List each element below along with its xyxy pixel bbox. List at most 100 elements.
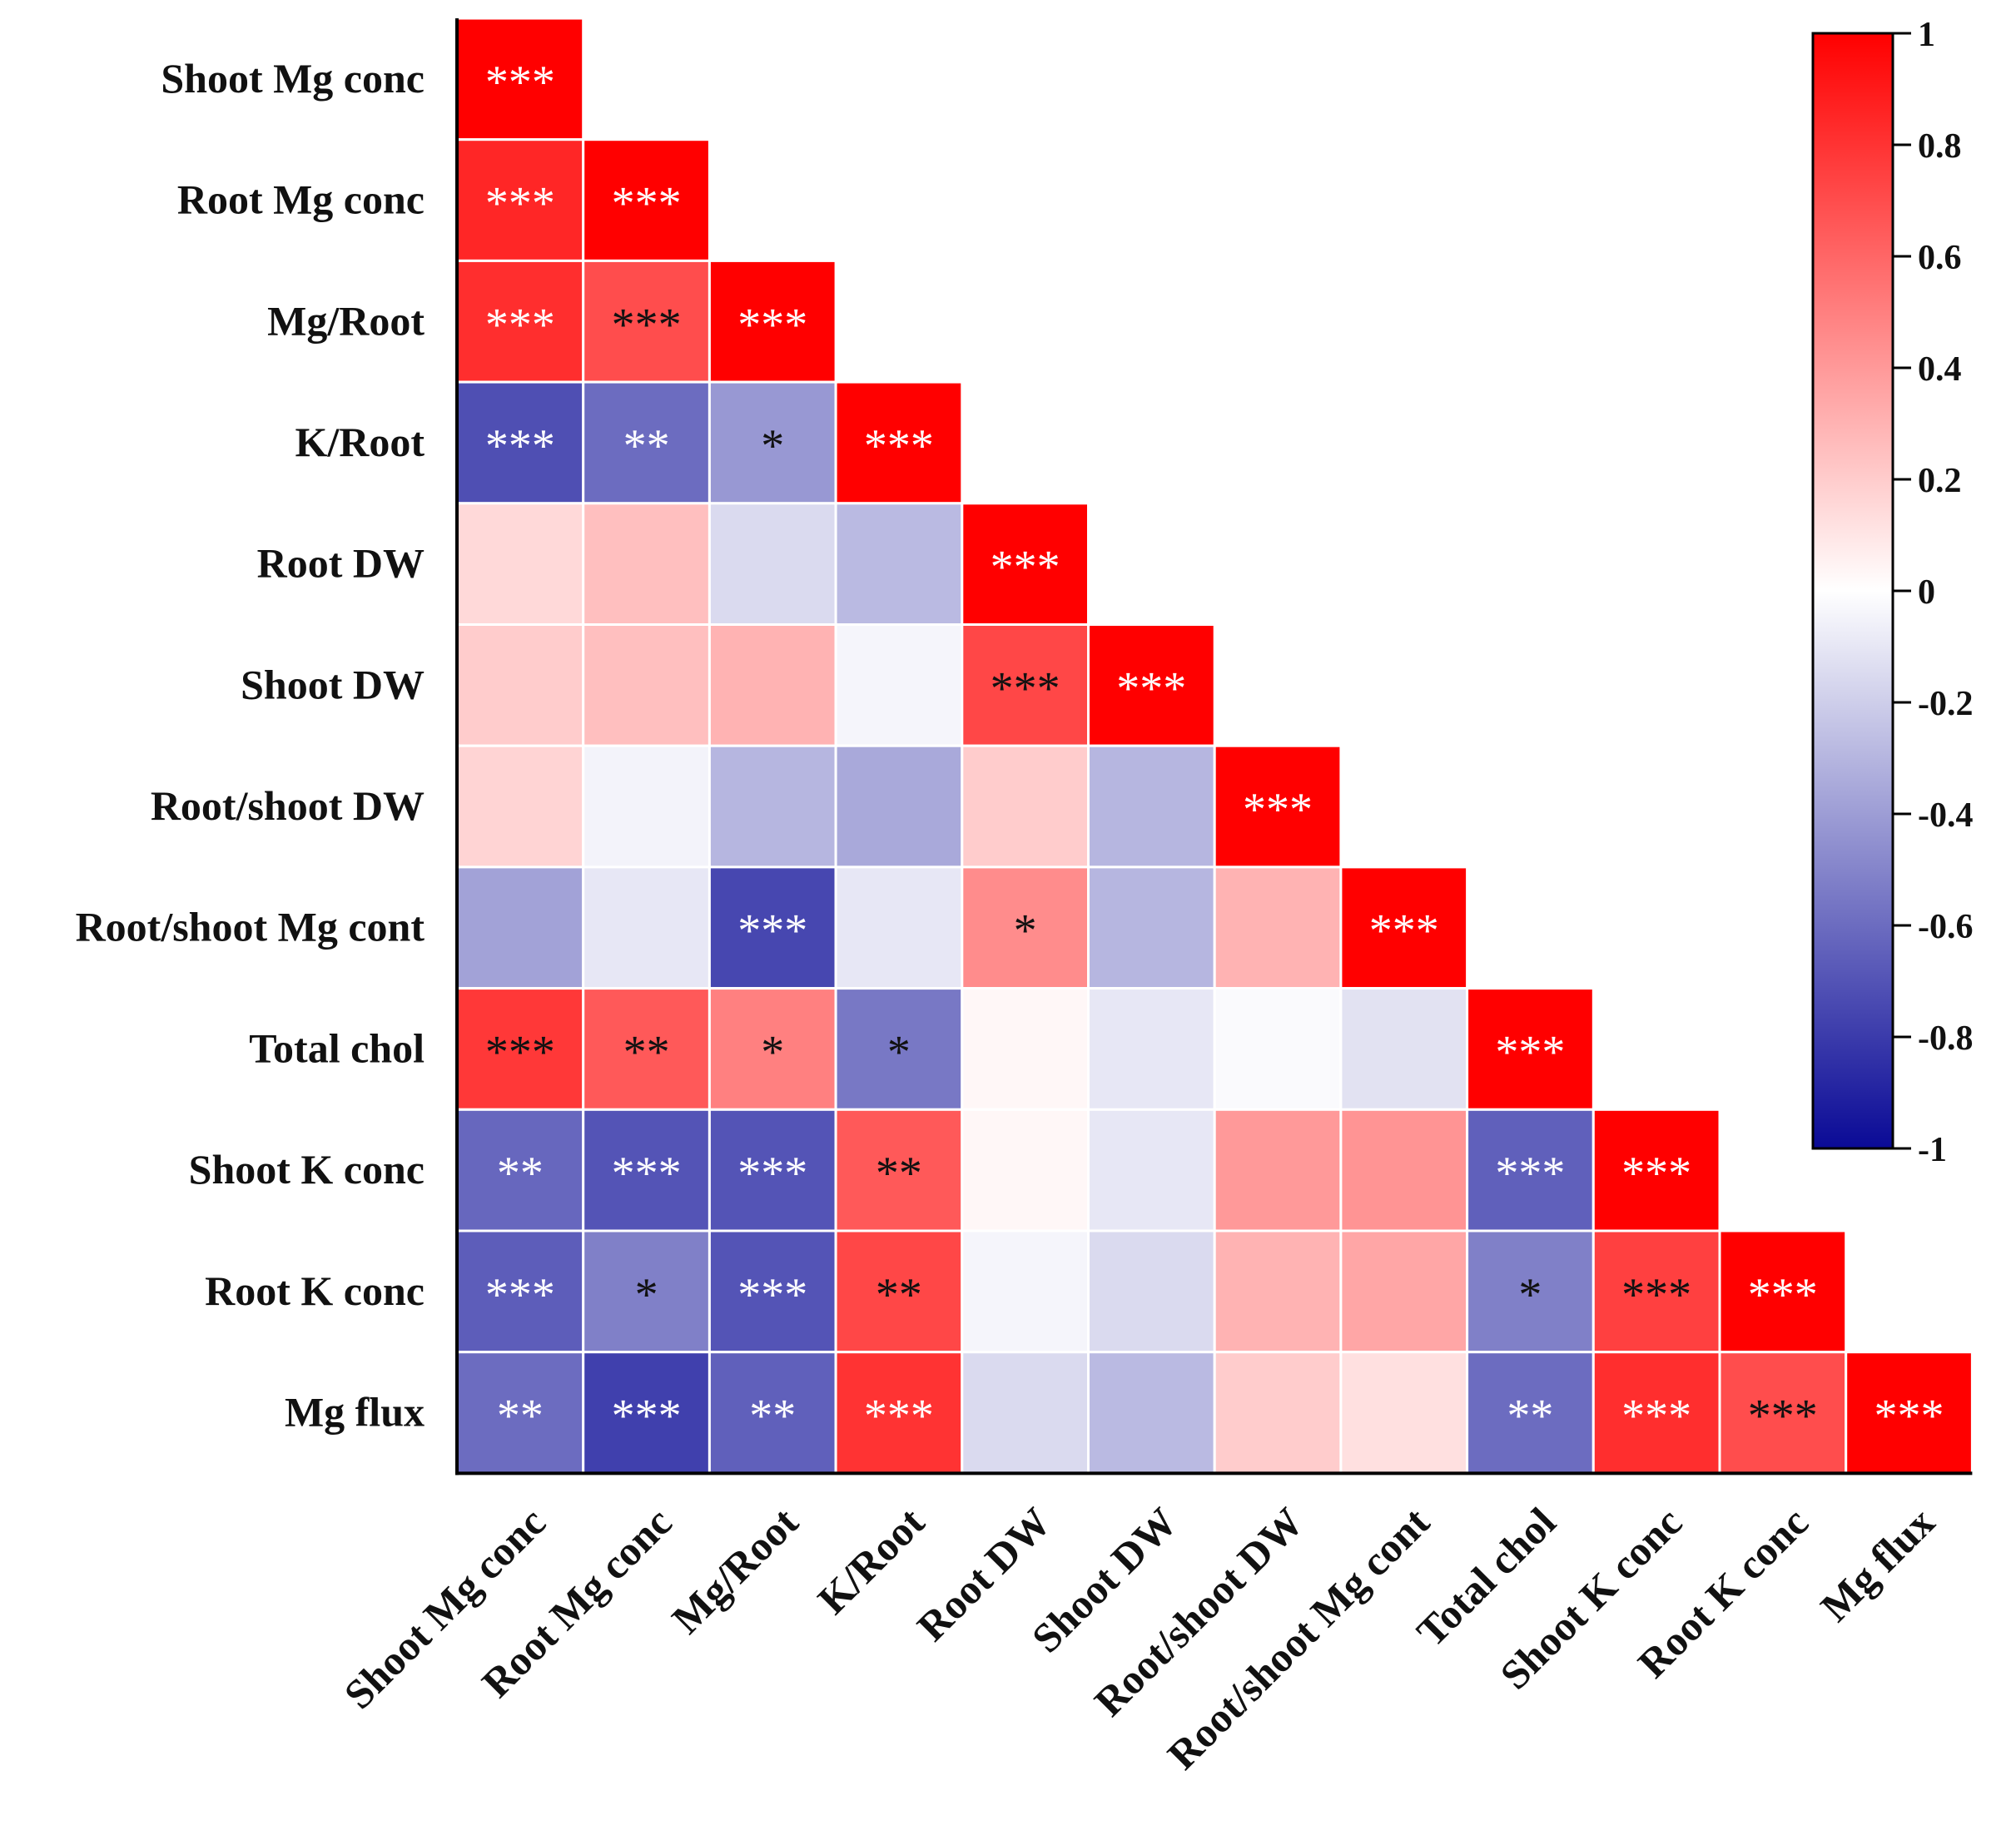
cell-shoot-dw-vs-root-dw [961, 623, 1090, 747]
cell-total-chol-vs-root-mg-conc [582, 987, 711, 1111]
cell-total-chol-vs-mg-root [708, 987, 837, 1111]
cell-shoot-dw-vs-k-root [834, 623, 964, 747]
y-axis-labels: Shoot Mg conc Root Mg conc Mg/Root K/Root Ro… [76, 55, 425, 1436]
y-label-shoot-k-conc: Shoot K conc [189, 1146, 425, 1193]
significance-star: *** [1116, 662, 1186, 714]
cell-root-dw-vs-k-root [834, 502, 964, 626]
cell-total-chol-vs-total-chol [1466, 987, 1595, 1111]
cell-root-mg-conc-vs-root-mg-conc [582, 138, 711, 262]
cell-mg-flux-vs-root-mg-conc [582, 1351, 711, 1475]
cell-total-chol-vs-root-shoot-dw [1213, 987, 1343, 1111]
cell-shoot-dw-vs-mg-root [708, 623, 837, 747]
cell-total-chol-vs-root-shoot-mg-cont [1339, 987, 1469, 1111]
y-label-root-shoot-dw: Root/shoot DW [151, 782, 425, 829]
colorbar-tick-label: 0.4 [1918, 350, 1962, 389]
significance-star: * [761, 420, 784, 472]
significance-star: * [761, 1026, 784, 1078]
y-label-mg-root: Mg/Root [267, 297, 425, 344]
colorbar: 1 0.8 0.6 0.4 0.2 0 -0.2 -0.4 -0.6 -0.8 -1 [1811, 16, 1974, 1169]
significance-star: * [887, 1026, 911, 1078]
significance-star: *** [485, 420, 555, 472]
cell-total-chol-vs-root-dw [961, 987, 1090, 1111]
y-label-root-k-conc: Root K conc [205, 1267, 425, 1314]
cell-shoot-dw-vs-root-mg-conc [582, 623, 711, 747]
significance-star: *** [1369, 905, 1439, 957]
cell-shoot-k-conc-vs-shoot-dw [1087, 1108, 1216, 1232]
colorbar-tick-label: 0.6 [1918, 239, 1962, 277]
heatmap-axes [455, 18, 1973, 1475]
cell-shoot-k-conc-vs-total-chol [1466, 1108, 1595, 1232]
colorbar-ticks: 1 0.8 0.6 0.4 0.2 0 -0.2 -0.4 -0.6 -0.8 -1 [1893, 16, 1974, 1169]
cell-root-dw-vs-root-mg-conc [582, 502, 711, 626]
cell-mg-flux-vs-root-dw [961, 1351, 1090, 1475]
colorbar-tick-label: -0.4 [1918, 796, 1974, 835]
cell-root-shoot-mg-cont-vs-k-root [834, 865, 964, 990]
cell-root-k-conc-vs-shoot-dw [1087, 1229, 1216, 1354]
cell-root-dw-vs-root-dw [961, 502, 1090, 626]
colorbar-tick-label: 0 [1918, 573, 1935, 612]
cell-root-mg-conc-vs-shoot-mg-conc [455, 138, 585, 262]
cell-root-shoot-mg-cont-vs-root-shoot-dw [1213, 865, 1343, 990]
cell-shoot-mg-conc-vs-shoot-mg-conc [455, 17, 585, 141]
significance-star: ** [497, 1148, 544, 1199]
cell-root-shoot-mg-cont-vs-root-dw [961, 865, 1090, 990]
significance-star: ** [876, 1148, 922, 1199]
colorbar-tick-label: -0.8 [1918, 1019, 1974, 1058]
significance-star: * [1518, 1269, 1542, 1321]
cell-mg-flux-vs-shoot-dw [1087, 1351, 1216, 1475]
significance-markers: ****** ****** *** ****** ** * ********* *******… [485, 57, 1944, 1442]
significance-star: *** [864, 420, 934, 472]
significance-star: *** [1621, 1391, 1691, 1442]
colorbar-gradient [1811, 32, 1894, 1150]
colorbar-tick-label: 0.8 [1918, 127, 1962, 166]
significance-star: *** [1748, 1391, 1818, 1442]
cell-mg-flux-vs-shoot-mg-conc [455, 1351, 585, 1475]
significance-star: *** [612, 1391, 682, 1442]
y-label-k-root: K/Root [295, 419, 425, 465]
significance-star: *** [1874, 1391, 1944, 1442]
cell-root-shoot-mg-cont-vs-root-mg-conc [582, 865, 711, 990]
cell-root-dw-vs-mg-root [708, 502, 837, 626]
significance-star: *** [1748, 1269, 1818, 1321]
heatmap-cells [455, 17, 1974, 1475]
cell-root-k-conc-vs-root-shoot-dw [1213, 1229, 1343, 1354]
cell-root-k-conc-vs-mg-root [708, 1229, 837, 1354]
significance-star: *** [612, 178, 682, 230]
cell-mg-flux-vs-mg-flux [1845, 1351, 1974, 1475]
cell-root-dw-vs-shoot-mg-conc [455, 502, 585, 626]
y-label-root-shoot-mg-cont: Root/shoot Mg cont [76, 904, 425, 950]
significance-star: ** [876, 1269, 922, 1321]
cell-k-root-vs-k-root [834, 380, 964, 505]
colorbar-tick-label: 0.2 [1918, 462, 1962, 500]
significance-star: *** [737, 1148, 807, 1199]
significance-star: ** [749, 1391, 796, 1442]
cell-total-chol-vs-k-root [834, 987, 964, 1111]
cell-shoot-k-conc-vs-shoot-k-conc [1591, 1108, 1721, 1232]
significance-star: *** [737, 1269, 807, 1321]
cell-total-chol-vs-shoot-dw [1087, 987, 1216, 1111]
x-label-mg-flux: Mg flux [1811, 1499, 1943, 1630]
cell-root-shoot-dw-vs-root-shoot-dw [1213, 744, 1343, 869]
cell-root-shoot-dw-vs-k-root [834, 744, 964, 869]
significance-star: *** [991, 542, 1060, 593]
colorbar-tick-label: -0.6 [1918, 908, 1974, 946]
cell-root-shoot-dw-vs-shoot-dw [1087, 744, 1216, 869]
y-label-root-dw: Root DW [257, 540, 425, 587]
y-label-shoot-dw: Shoot DW [241, 661, 425, 707]
cell-shoot-k-conc-vs-shoot-mg-conc [455, 1108, 585, 1232]
significance-star: *** [485, 178, 555, 230]
y-label-shoot-mg-conc: Shoot Mg conc [161, 55, 425, 102]
cell-k-root-vs-root-mg-conc [582, 380, 711, 505]
significance-star: ** [623, 420, 670, 472]
significance-star: *** [737, 905, 807, 957]
significance-star: *** [864, 1391, 934, 1442]
significance-star: ** [497, 1391, 544, 1442]
cell-root-k-conc-vs-root-shoot-mg-cont [1339, 1229, 1469, 1354]
cell-mg-flux-vs-root-shoot-mg-cont [1339, 1351, 1469, 1475]
cell-shoot-k-conc-vs-root-shoot-dw [1213, 1108, 1343, 1232]
cell-shoot-k-conc-vs-root-dw [961, 1108, 1090, 1232]
cell-root-shoot-dw-vs-root-mg-conc [582, 744, 711, 869]
cell-root-k-conc-vs-shoot-mg-conc [455, 1229, 585, 1354]
